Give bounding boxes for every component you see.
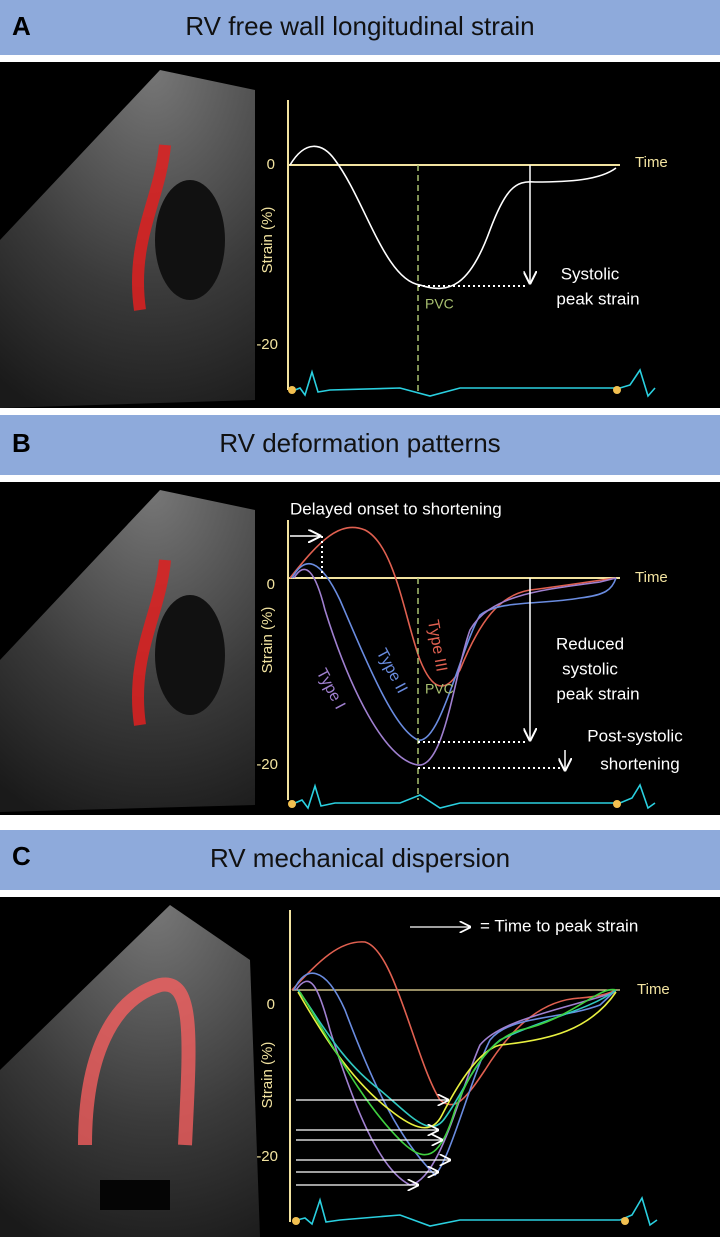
label: PVC xyxy=(425,681,454,697)
ecg xyxy=(294,368,656,398)
ecg-dot xyxy=(288,386,296,394)
header xyxy=(0,830,720,890)
echo-image xyxy=(0,70,255,408)
curve-type-ii xyxy=(291,562,617,741)
ecg-dot xyxy=(621,1217,629,1225)
curve-type-iii xyxy=(289,526,617,687)
x-axis-label: Time xyxy=(635,569,668,586)
label: Reduced xyxy=(556,634,624,653)
echo-image xyxy=(0,905,260,1237)
panel-title: RV deformation patterns xyxy=(219,428,500,458)
echo-image xyxy=(0,490,255,812)
label: peak strain xyxy=(556,289,639,308)
panel-title: RV mechanical dispersion xyxy=(210,843,510,873)
label: systolic xyxy=(562,659,618,678)
curve xyxy=(299,988,617,1156)
panel-c: C RV mechanical dispersion 0 -20 Strain … xyxy=(0,830,720,1237)
curve xyxy=(297,991,617,1129)
trace xyxy=(131,559,171,726)
y-tick: 0 xyxy=(267,996,275,1013)
y-tick: -20 xyxy=(256,336,278,353)
y-axis-label: Strain (%) xyxy=(259,1042,276,1109)
panel-letter: B xyxy=(12,428,31,458)
trace xyxy=(131,144,171,311)
echo-cavity xyxy=(155,595,225,715)
panel-title: RV free wall longitudinal strain xyxy=(185,11,534,41)
ecg xyxy=(294,783,656,810)
label: shortening xyxy=(600,754,679,773)
echo-cavity xyxy=(155,180,225,300)
x-axis-label: Time xyxy=(637,981,670,998)
label: = Time to peak strain xyxy=(480,916,638,935)
y-tick: 0 xyxy=(267,576,275,593)
x-axis-label: Time xyxy=(635,154,668,171)
label: Delayed onset to shortening xyxy=(290,499,502,518)
label: peak strain xyxy=(556,684,639,703)
y-tick: -20 xyxy=(256,756,278,773)
echo-shadow xyxy=(100,1180,170,1210)
curve-type-i xyxy=(293,568,617,766)
y-axis-label: Strain (%) xyxy=(259,207,276,274)
ecg xyxy=(296,1196,658,1227)
curve xyxy=(297,989,617,1128)
y-tick: 0 xyxy=(267,156,275,173)
ecg-dot xyxy=(292,1217,300,1225)
y-axis-label: Strain (%) xyxy=(259,607,276,674)
ecg-dot xyxy=(288,800,296,808)
header xyxy=(0,415,720,475)
panel-a: A RV free wall longitudinal strain 0 -20… xyxy=(0,0,720,408)
panel-b: B RV deformation patterns 0 -20 Strain (… xyxy=(0,415,720,815)
panel-letter: A xyxy=(12,11,31,41)
y-tick: -20 xyxy=(256,1148,278,1165)
trace xyxy=(78,977,196,1146)
panel-letter: C xyxy=(12,841,31,871)
label: Post-systolic xyxy=(587,726,683,745)
ecg-dot xyxy=(613,386,621,394)
ecg-dot xyxy=(613,800,621,808)
header xyxy=(0,0,720,55)
label: Systolic xyxy=(561,264,620,283)
arrows xyxy=(296,927,470,1185)
label: PVC xyxy=(425,296,454,312)
curve xyxy=(291,941,617,1106)
